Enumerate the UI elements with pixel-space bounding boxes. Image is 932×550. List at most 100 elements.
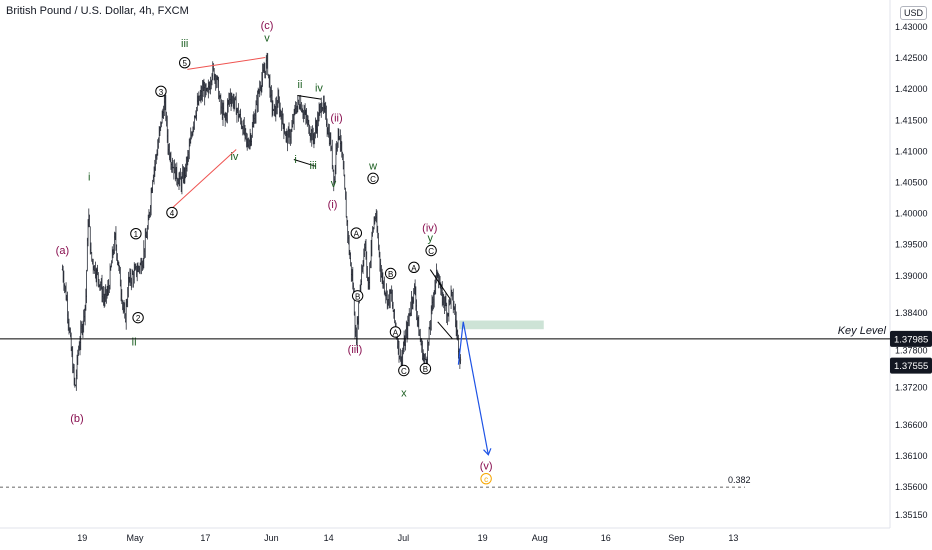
wave-label: (a) xyxy=(56,245,69,257)
time-tick-label: 14 xyxy=(324,533,334,543)
wave-label: B xyxy=(423,365,428,374)
time-axis[interactable]: 19 May 17 Jun 14 Jul 19 Aug 16 Sep 13 xyxy=(77,533,738,543)
wave-label: (v) xyxy=(480,461,493,473)
wave-label: y xyxy=(427,233,433,245)
wave-label-circle xyxy=(480,472,492,485)
trendline xyxy=(297,94,322,100)
wave-label-circle xyxy=(408,261,420,273)
wave-label: w xyxy=(368,160,377,172)
drawing-layer: Key Level 0.382 xyxy=(0,57,890,488)
price-tick-label: 1.40500 xyxy=(895,177,928,187)
price-tick-label: 1.41000 xyxy=(895,146,928,156)
price-tick-label: 1.37200 xyxy=(895,383,928,393)
price-tick-label: 1.36600 xyxy=(895,420,928,430)
wave-label-circle xyxy=(367,172,379,185)
wave-label: A xyxy=(411,264,417,273)
wave-label: iii xyxy=(310,160,317,172)
key-level-label: Key Level xyxy=(838,325,887,337)
projection-path xyxy=(457,321,489,455)
price-tick-label: 1.35600 xyxy=(895,482,928,492)
wave-label-circle xyxy=(166,206,178,219)
wave-label: 5 xyxy=(182,59,187,68)
price-tick-label: 1.43000 xyxy=(895,22,928,32)
trendline xyxy=(293,159,316,167)
time-tick-label: Sep xyxy=(668,533,684,543)
target-zone xyxy=(459,320,544,330)
wave-label: iv xyxy=(315,83,323,95)
key-level-price-tag: 1.37985 xyxy=(894,334,928,345)
chart-title: British Pound / U.S. Dollar, 4h, FXCM xyxy=(6,5,189,17)
wave-label-circle xyxy=(155,85,167,98)
wave-label: (ii) xyxy=(330,113,342,125)
candlestick-series xyxy=(61,52,462,391)
wave-label-circle xyxy=(389,326,402,338)
time-tick-label: 19 xyxy=(77,533,87,543)
wave-label-circle xyxy=(351,290,364,302)
wave-label: A xyxy=(354,230,360,239)
price-tick-label: 1.42000 xyxy=(895,84,928,94)
wave-label: 4 xyxy=(170,209,175,218)
wave-label: B xyxy=(388,270,393,279)
wave-label-circle xyxy=(132,311,144,324)
time-tick-label: Aug xyxy=(532,533,548,543)
wave-label: C xyxy=(370,175,376,184)
price-tick-label: 1.38400 xyxy=(895,308,928,318)
chart-grid xyxy=(0,0,891,529)
price-tick-label: 1.39000 xyxy=(895,271,928,281)
time-tick-label: 13 xyxy=(728,533,738,543)
time-tick-label: May xyxy=(126,533,144,543)
wave-label: ii xyxy=(132,336,137,348)
price-tick-label: 1.41500 xyxy=(895,115,928,125)
wave-label: (b) xyxy=(70,413,83,425)
wave-label: C xyxy=(428,247,434,256)
wave-label-circle xyxy=(398,364,410,377)
wave-label: 3 xyxy=(159,88,164,97)
wave-label: iii xyxy=(181,38,188,50)
price-axis[interactable]: 1.43000 1.42500 1.42000 1.41500 1.41000 1.405… xyxy=(895,22,928,520)
wave-label: i xyxy=(88,172,90,184)
wave-label-circle xyxy=(419,362,432,375)
wave-label: i xyxy=(294,154,296,166)
time-tick-label: Jun xyxy=(264,533,279,543)
currency-button[interactable]: USD xyxy=(900,6,928,20)
wave-label: c xyxy=(484,475,488,484)
price-tick-label: 1.37800 xyxy=(895,345,928,355)
trendline xyxy=(437,321,453,339)
price-tick-label: 1.40000 xyxy=(895,209,928,219)
wave-label-circle xyxy=(384,267,397,280)
wave-label: 2 xyxy=(136,314,141,323)
wave-label: v xyxy=(264,32,270,44)
wave-label: v xyxy=(331,178,337,190)
wave-label: (iii) xyxy=(348,344,363,356)
price-tick-label: 1.39500 xyxy=(895,240,928,250)
time-tick-label: 19 xyxy=(478,533,488,543)
projection-arrowhead xyxy=(483,448,492,456)
time-tick-label: 16 xyxy=(601,533,611,543)
price-tick-label: 1.35150 xyxy=(895,510,928,520)
price-tick-label: 1.36100 xyxy=(895,451,928,461)
wave-label: (iv) xyxy=(422,223,437,235)
trendline xyxy=(171,149,237,209)
price-tick-label: 1.42500 xyxy=(895,53,928,63)
current-price-tag: 1.37555 xyxy=(894,361,928,372)
price-tags: 1.37985 1.37555 xyxy=(890,330,932,374)
wave-label-circle xyxy=(425,244,437,257)
time-tick-label: 17 xyxy=(200,533,210,543)
wave-label: ii xyxy=(298,79,303,91)
wave-label-circle xyxy=(179,57,191,69)
wave-label: (i) xyxy=(328,199,338,211)
wave-label: C xyxy=(401,367,407,376)
key-level-price-tag-bg xyxy=(890,330,932,347)
wave-label: A xyxy=(393,328,399,337)
wave-label: B xyxy=(355,292,360,301)
wave-label-circle xyxy=(130,228,142,240)
wave-label: iv xyxy=(230,151,238,163)
current-price-tag-bg xyxy=(890,357,932,374)
time-tick-label: Jul xyxy=(398,533,410,543)
target-zone-layer xyxy=(459,320,544,330)
wave-label: (c) xyxy=(261,20,274,32)
trendline xyxy=(187,57,266,70)
wave-labels: (a)(b)iii12345iiiiv(c)viiiiiiiv(ii)v(i)(… xyxy=(56,20,493,485)
trendline xyxy=(429,269,451,300)
